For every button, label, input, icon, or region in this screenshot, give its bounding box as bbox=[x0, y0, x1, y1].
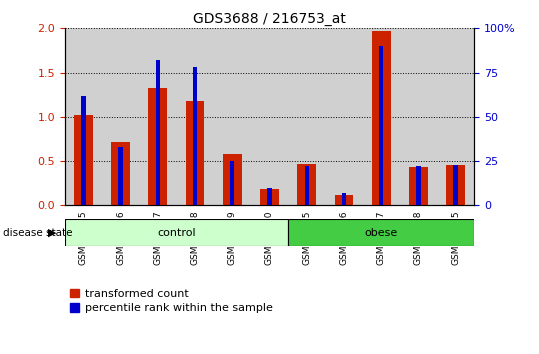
Bar bbox=[288, 219, 474, 246]
Bar bbox=[416, 166, 421, 205]
Bar bbox=[193, 67, 197, 205]
Bar bbox=[446, 165, 465, 205]
Bar bbox=[230, 161, 234, 205]
Bar bbox=[118, 147, 123, 205]
Bar bbox=[453, 165, 458, 205]
Bar bbox=[111, 142, 130, 205]
Bar bbox=[74, 115, 93, 205]
Bar bbox=[156, 60, 160, 205]
Bar bbox=[186, 101, 204, 205]
Text: control: control bbox=[157, 228, 196, 238]
Legend: transformed count, percentile rank within the sample: transformed count, percentile rank withi… bbox=[70, 289, 273, 313]
Title: GDS3688 / 216753_at: GDS3688 / 216753_at bbox=[193, 12, 346, 26]
Bar bbox=[298, 164, 316, 205]
Bar bbox=[409, 167, 428, 205]
Bar bbox=[267, 188, 272, 205]
Bar bbox=[65, 219, 288, 246]
Bar bbox=[342, 193, 346, 205]
Text: obese: obese bbox=[364, 228, 398, 238]
Bar bbox=[148, 88, 167, 205]
Bar bbox=[372, 31, 391, 205]
Bar bbox=[81, 96, 86, 205]
Bar bbox=[305, 166, 309, 205]
Text: disease state: disease state bbox=[3, 228, 72, 238]
Bar bbox=[223, 154, 241, 205]
Text: ▶: ▶ bbox=[47, 228, 56, 238]
Bar bbox=[260, 189, 279, 205]
Bar bbox=[335, 195, 353, 205]
Bar bbox=[379, 46, 383, 205]
